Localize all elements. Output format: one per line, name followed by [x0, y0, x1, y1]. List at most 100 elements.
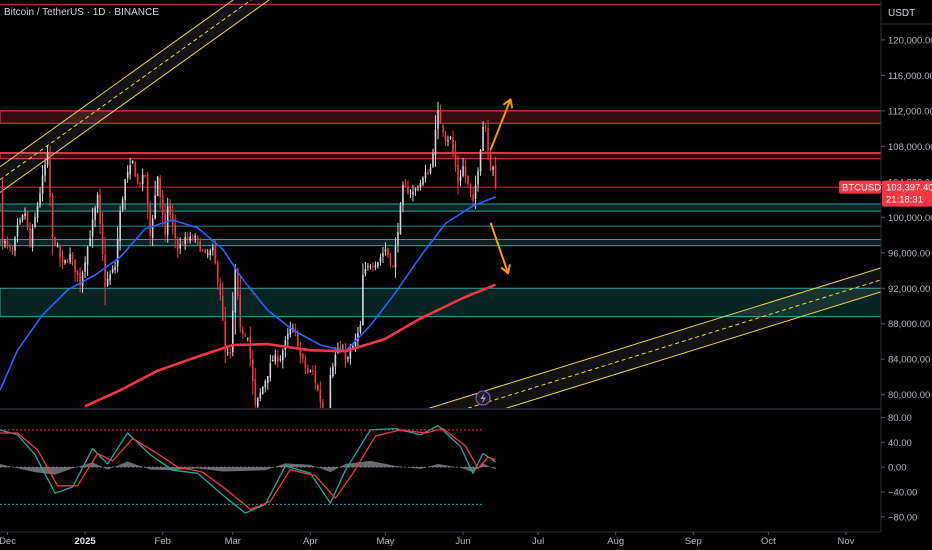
candle: [367, 262, 369, 271]
candle: [397, 222, 399, 253]
arrow-up: [489, 98, 514, 151]
price-tick-label: 112,000.00: [888, 106, 932, 117]
candle-body: [164, 213, 166, 235]
candle-body: [54, 237, 56, 246]
candle: [44, 159, 46, 183]
candle: [144, 174, 146, 178]
candle: [241, 325, 244, 339]
candle: [246, 337, 249, 342]
support-zone-3: [0, 238, 881, 247]
candle-body: [269, 363, 272, 378]
candle-body: [46, 152, 49, 166]
candle: [299, 341, 302, 364]
candle-body: [434, 129, 437, 156]
candle: [124, 178, 126, 210]
candle: [104, 236, 106, 306]
candle-body: [302, 354, 304, 359]
candle-body: [284, 340, 287, 350]
candle: [359, 320, 362, 334]
candle: [234, 264, 237, 335]
candle-body: [94, 208, 96, 220]
candle: [86, 245, 89, 276]
candle-body: [56, 245, 59, 247]
candle-body: [457, 164, 459, 183]
moving-average-slow-line: [84, 283, 497, 408]
candle-body: [432, 153, 434, 167]
candle-body: [154, 195, 156, 219]
currency-label[interactable]: USDT: [888, 8, 915, 19]
candle-body: [109, 274, 111, 281]
candle-body: [444, 133, 447, 141]
candle: [292, 323, 294, 333]
candle: [249, 326, 252, 367]
candle: [369, 264, 372, 270]
candle: [437, 101, 439, 140]
candle: [79, 267, 81, 293]
candle: [244, 332, 247, 338]
candle-body: [116, 238, 119, 267]
candle: [274, 349, 277, 365]
candle: [417, 185, 419, 192]
candle: [226, 347, 229, 357]
candle-body: [224, 320, 227, 352]
candle-body: [111, 268, 114, 273]
candle: [6, 236, 9, 249]
candle-body: [101, 224, 104, 254]
candle-body: [289, 327, 292, 335]
candle-body: [307, 368, 309, 373]
candle: [106, 271, 109, 288]
candle-body: [249, 336, 252, 359]
candle: [136, 173, 139, 185]
candle: [119, 205, 121, 251]
candle-body: [387, 248, 389, 256]
price-badge-bg: [882, 180, 932, 207]
candle: [467, 175, 469, 187]
candle: [329, 367, 332, 408]
candle-body: [121, 199, 124, 210]
candle-body: [367, 266, 369, 268]
candle: [99, 188, 101, 235]
last-price-value: 103,397.40: [886, 183, 932, 194]
candle: [484, 122, 487, 133]
price-scale[interactable]: [881, 0, 932, 532]
last-price-badge: BTCUSDT 103,397.40 21:18:31: [839, 180, 932, 207]
support-zone-4: [0, 287, 881, 318]
candle: [76, 270, 79, 282]
candle-body: [332, 366, 334, 377]
candle-body: [407, 186, 409, 194]
candle-body: [297, 332, 299, 349]
candle-body: [144, 175, 146, 177]
time-axis[interactable]: Dec 2025 Feb Mar Apr May Jun Jul Aug Sep Oct Nov: [0, 532, 855, 547]
candle-body: [437, 110, 439, 129]
candle: [449, 135, 452, 140]
candle-body: [229, 352, 232, 354]
time-tick-label: Nov: [838, 536, 855, 547]
candle: [94, 205, 96, 228]
candle-body: [372, 266, 374, 268]
candle-body: [377, 262, 379, 267]
candle: [304, 354, 307, 374]
candle-body: [161, 195, 164, 215]
candle-body: [389, 254, 392, 266]
candle: [181, 240, 184, 246]
candle: [211, 243, 214, 256]
candle-body: [347, 357, 349, 360]
candle: [206, 248, 209, 259]
candle: [134, 161, 136, 177]
candle: [382, 246, 384, 264]
candle-body: [369, 266, 372, 268]
candle-body: [214, 246, 217, 264]
candle-body: [139, 182, 141, 184]
time-tick-label: Aug: [607, 536, 624, 547]
lightning-marker-icon[interactable]: [475, 390, 491, 406]
candle-body: [394, 246, 397, 268]
candle-body: [362, 274, 364, 326]
candle-body: [354, 338, 357, 347]
candle: [54, 236, 56, 247]
candle-body: [442, 125, 444, 133]
time-tick-label: May: [376, 536, 394, 547]
candle-body: [419, 182, 422, 187]
candle-body: [467, 175, 469, 184]
